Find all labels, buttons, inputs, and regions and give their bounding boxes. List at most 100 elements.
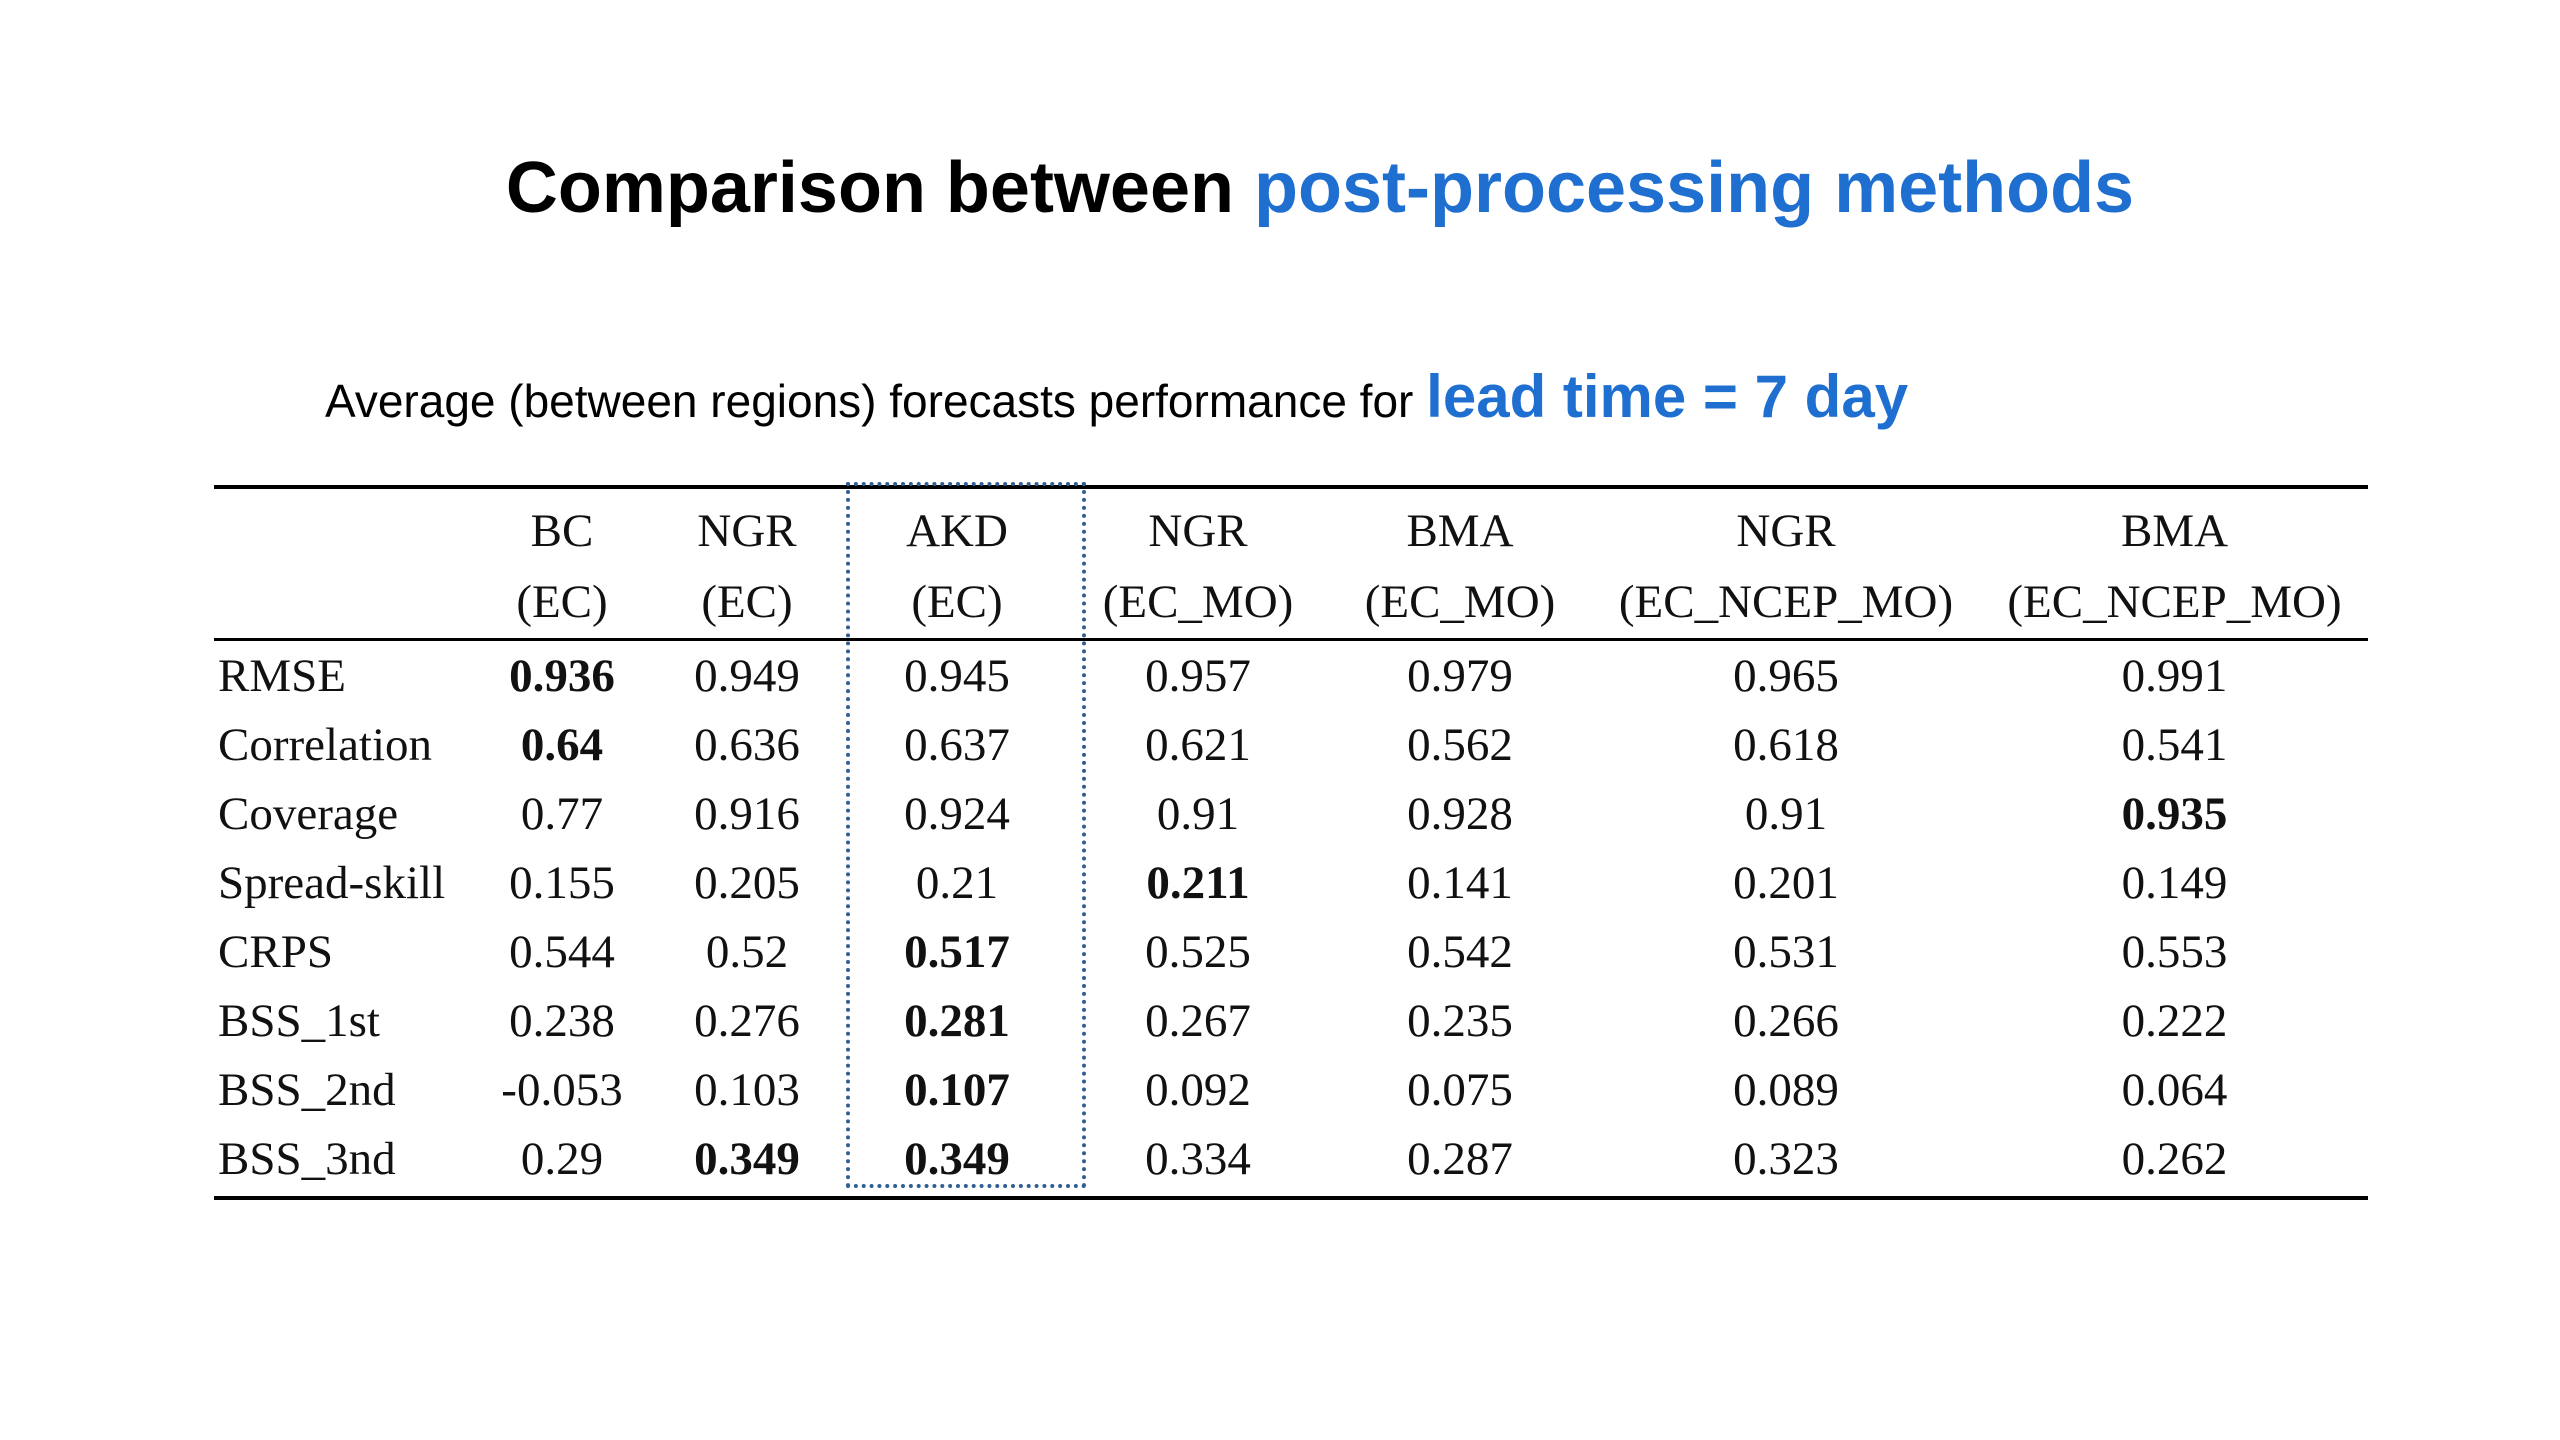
table-cell: 0.924 (904, 787, 1010, 840)
table-cell: 0.276 (694, 994, 800, 1047)
row-label: BSS_1st (218, 994, 380, 1047)
row-label: RMSE (218, 649, 346, 702)
table-top-rule (214, 485, 2368, 489)
table-row: Correlation 0.64 0.636 0.637 0.621 0.562 0.618… (214, 710, 2368, 779)
table-cell: 0.089 (1733, 1063, 1839, 1116)
table-cell: 0.334 (1145, 1132, 1251, 1185)
table-cell: 0.531 (1733, 925, 1839, 978)
table-body: RMSE 0.936 0.949 0.945 0.957 0.979 0.965 0.991 C… (214, 640, 2368, 1194)
table-cell: 0.936 (509, 649, 615, 702)
column-header: NGR (1148, 505, 1248, 557)
table-cell: 0.949 (694, 649, 800, 702)
table-cell: 0.945 (904, 649, 1010, 702)
column-header: BMA (2120, 505, 2229, 557)
column-header: BC (530, 505, 594, 557)
table-cell: 0.103 (694, 1063, 800, 1116)
table-cell: 0.64 (520, 718, 604, 771)
column-subheader: (EC_MO) (1067, 566, 1329, 641)
table-cell: 0.262 (2121, 1132, 2228, 1185)
table-cell: 0.916 (694, 787, 800, 840)
table-cell: 0.266 (1733, 994, 1839, 1047)
table-row: RMSE 0.936 0.949 0.945 0.957 0.979 0.965 0.991 (214, 640, 2368, 711)
table-row: BSS_2nd -0.053 0.103 0.107 0.092 0.075 0.089 0.… (214, 1055, 2368, 1124)
table-cell: 0.155 (509, 856, 615, 909)
row-label: Correlation (218, 718, 433, 771)
title-accent: post-processing methods (1254, 148, 2135, 228)
row-label: Coverage (218, 787, 399, 840)
table-cell: 0.21 (915, 856, 999, 909)
table-cell: 0.064 (2121, 1063, 2228, 1116)
table-cell: 0.542 (1407, 925, 1513, 978)
caption-accent: lead time = 7 day (1426, 363, 1909, 430)
table-cell: 0.618 (1733, 718, 1839, 771)
table-cell: 0.525 (1145, 925, 1251, 978)
table-row: Spread-skill 0.155 0.205 0.21 0.211 0.141 0.20… (214, 848, 2368, 917)
table-cell: 0.541 (2121, 718, 2228, 771)
table-row: BSS_3nd 0.29 0.349 0.349 0.334 0.287 0.323 0.26… (214, 1124, 2368, 1193)
row-label: Spread-skill (218, 856, 446, 909)
column-header: NGR (697, 505, 797, 557)
table-cell: 0.621 (1145, 718, 1251, 771)
slide-title: Comparison between post-processing metho… (0, 152, 2560, 224)
column-subheader: (EC) (647, 566, 847, 641)
table-cell: 0.287 (1407, 1132, 1513, 1185)
header-corner (214, 566, 477, 641)
table-cell: 0.636 (694, 718, 800, 771)
table-cell: 0.517 (904, 925, 1010, 978)
table-cell: 0.238 (509, 994, 615, 1047)
table-container: BC NGR AKD NGR BMA NGR BMA (EC) (EC) (EC… (214, 488, 2368, 1208)
table-cell: 0.349 (694, 1132, 800, 1185)
table-cell: 0.928 (1407, 787, 1513, 840)
table-cell: 0.149 (2121, 856, 2228, 909)
table-cell: 0.637 (904, 718, 1010, 771)
table-cell: 0.991 (2121, 649, 2228, 702)
column-header: NGR (1736, 505, 1836, 557)
column-subheader: (EC) (847, 566, 1067, 641)
column-header: AKD (906, 505, 1008, 557)
table-cell: 0.075 (1407, 1063, 1513, 1116)
table-caption: Average (between regions) forecasts perf… (325, 362, 1908, 431)
column-subheader: (EC) (477, 566, 647, 641)
table-cell: 0.91 (1156, 787, 1240, 840)
table-cell: 0.222 (2121, 994, 2228, 1047)
caption-plain: Average (between regions) forecasts perf… (325, 375, 1427, 427)
table-cell: 0.979 (1407, 649, 1513, 702)
comparison-table: BC NGR AKD NGR BMA NGR BMA (EC) (EC) (EC… (214, 488, 2368, 1193)
table-cell: 0.553 (2121, 925, 2228, 978)
table-cell: 0.935 (2121, 787, 2228, 840)
table-cell: 0.235 (1407, 994, 1513, 1047)
table-cell: 0.965 (1733, 649, 1839, 702)
table-cell: 0.544 (509, 925, 615, 978)
title-plain: Comparison between (505, 148, 1254, 228)
table-row: BSS_1st 0.238 0.276 0.281 0.267 0.235 0.266 0.2… (214, 986, 2368, 1055)
table-bottom-rule (214, 1196, 2368, 1200)
row-label: CRPS (218, 925, 333, 978)
column-subheader: (EC_MO) (1329, 566, 1591, 641)
column-header: BMA (1406, 505, 1514, 557)
table-cell: 0.349 (904, 1132, 1010, 1185)
table-cell: 0.562 (1407, 718, 1513, 771)
header-row-data-sources: (EC) (EC) (EC) (EC_MO) (EC_MO) (EC_NCEP_… (214, 566, 2368, 641)
table-cell: 0.267 (1145, 994, 1251, 1047)
table-cell: 0.323 (1733, 1132, 1839, 1185)
table-cell: 0.211 (1146, 856, 1250, 909)
row-label: BSS_3nd (218, 1132, 396, 1185)
column-subheader: (EC_NCEP_MO) (1591, 566, 1981, 641)
table-cell: 0.141 (1407, 856, 1513, 909)
table-cell: 0.91 (1744, 787, 1828, 840)
table-row: CRPS 0.544 0.52 0.517 0.525 0.542 0.531 0.553 (214, 917, 2368, 986)
row-label: BSS_2nd (218, 1063, 396, 1116)
table-cell: 0.092 (1145, 1063, 1251, 1116)
table-cell: 0.957 (1145, 649, 1251, 702)
table-cell: 0.52 (705, 925, 789, 978)
table-cell: 0.205 (694, 856, 800, 909)
table-cell: 0.107 (904, 1063, 1010, 1116)
table-cell: 0.77 (520, 787, 604, 840)
table-cell: 0.29 (520, 1132, 604, 1185)
table-cell: 0.281 (904, 994, 1010, 1047)
header-row-names: BC NGR AKD NGR BMA NGR BMA (214, 488, 2368, 566)
table-cell: 0.201 (1733, 856, 1839, 909)
table-row: Coverage 0.77 0.916 0.924 0.91 0.928 0.91 0.935 (214, 779, 2368, 848)
header-corner (214, 488, 477, 566)
